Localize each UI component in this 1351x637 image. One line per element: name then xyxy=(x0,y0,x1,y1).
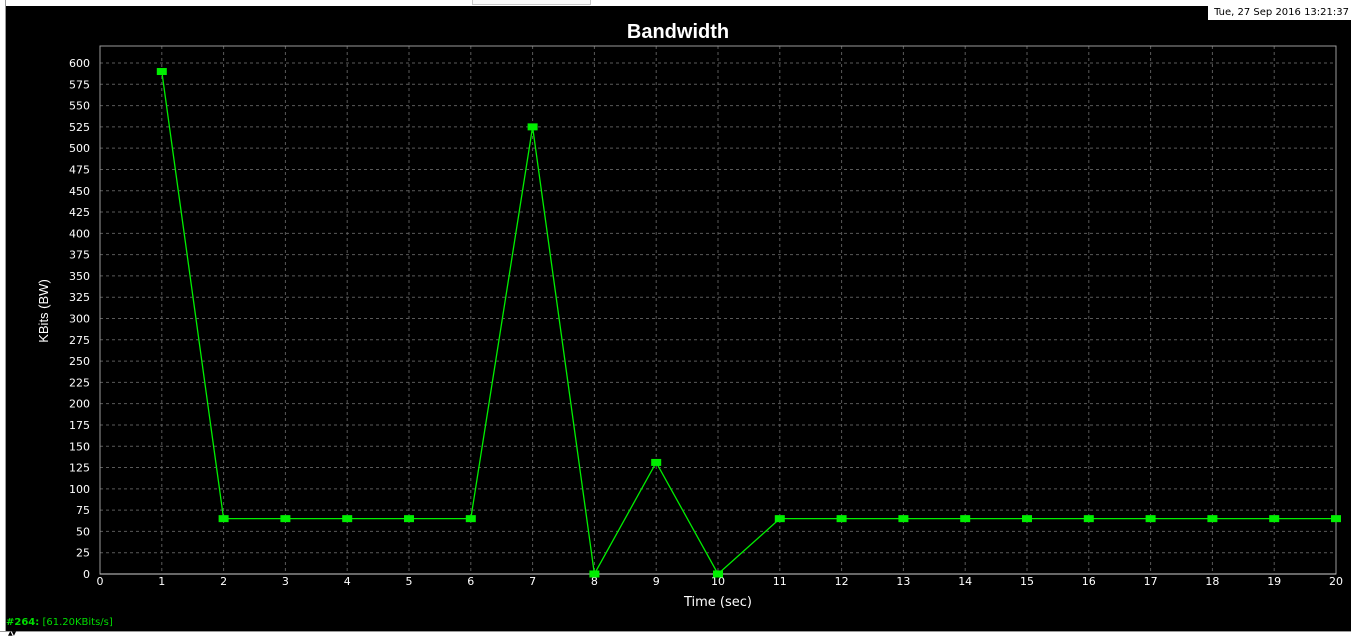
data-point xyxy=(218,515,229,523)
data-point xyxy=(1207,515,1218,523)
data-point xyxy=(713,570,723,578)
x-tick-label: 1 xyxy=(158,575,165,588)
grid xyxy=(100,46,1336,574)
data-point xyxy=(342,515,353,523)
data-point xyxy=(156,68,167,76)
y-tick-label: 325 xyxy=(69,291,90,304)
window-left-edge xyxy=(0,0,6,637)
y-tick-label: 0 xyxy=(83,568,90,581)
y-tick-label: 475 xyxy=(69,163,90,176)
y-tick-label: 175 xyxy=(69,419,90,432)
y-tick-label: 575 xyxy=(69,78,90,91)
x-tick-label: 19 xyxy=(1267,575,1281,588)
y-tick-label: 375 xyxy=(69,249,90,262)
series-bandwidth xyxy=(156,68,1341,578)
data-point xyxy=(589,570,600,578)
x-tick-label: 3 xyxy=(282,575,289,588)
y-tick-label: 350 xyxy=(69,270,90,283)
y-axis-label: KBits (BW) xyxy=(36,279,51,343)
x-tick-label: 18 xyxy=(1205,575,1219,588)
tab-handle[interactable] xyxy=(472,0,591,5)
data-point xyxy=(898,515,909,523)
x-tick-label: 0 xyxy=(97,575,104,588)
y-tick-label: 75 xyxy=(76,504,90,517)
y-tick-label: 25 xyxy=(76,547,90,560)
y-tick-label: 275 xyxy=(69,334,90,347)
data-point xyxy=(774,515,785,523)
data-point xyxy=(527,123,538,131)
y-tick-label: 500 xyxy=(69,142,90,155)
series-line xyxy=(161,71,1336,577)
y-tick-label: 250 xyxy=(69,355,90,368)
x-tick-label: 14 xyxy=(958,575,972,588)
y-tick-label: 100 xyxy=(69,483,90,496)
data-point xyxy=(465,515,476,523)
y-tick-label: 200 xyxy=(69,398,90,411)
y-tick-label: 150 xyxy=(69,440,90,453)
data-point xyxy=(1083,515,1094,523)
x-tick-label: 17 xyxy=(1144,575,1158,588)
data-point xyxy=(404,515,414,523)
y-tick-label: 525 xyxy=(69,121,90,134)
stream-rate: [61.20KBits/s] xyxy=(42,617,113,628)
x-tick-label: 11 xyxy=(773,575,787,588)
chart-title: Bandwidth xyxy=(627,21,729,43)
x-tick-label: 13 xyxy=(896,575,910,588)
data-point xyxy=(960,515,971,523)
data-point xyxy=(1331,515,1341,523)
x-tick-label: 2 xyxy=(220,575,227,588)
y-tick-label: 225 xyxy=(69,376,90,389)
bottom-strip xyxy=(0,631,1351,637)
data-point xyxy=(1145,515,1156,523)
data-point xyxy=(836,515,847,523)
y-tick-label: 450 xyxy=(69,185,90,198)
data-point xyxy=(280,515,291,523)
resize-grip-icon[interactable]: ▲▼ xyxy=(8,630,16,637)
data-point xyxy=(651,458,662,466)
y-tick-label: 50 xyxy=(76,525,90,538)
y-tick-label: 550 xyxy=(69,100,90,113)
x-tick-label: 4 xyxy=(344,575,351,588)
y-tick-label: 600 xyxy=(69,57,90,70)
y-tick-label: 300 xyxy=(69,313,90,326)
x-tick-label: 5 xyxy=(406,575,413,588)
top-strip xyxy=(0,0,1351,6)
x-axis-label: Time (sec) xyxy=(683,595,752,610)
x-tick-label: 16 xyxy=(1082,575,1096,588)
stream-id: #264: xyxy=(6,617,40,628)
y-tick-label: 400 xyxy=(69,227,90,240)
tick-labels: 0 1 2 3 4 5 6 7 8 9 10 11 12 13 14 15 16 17 18 19 2002550751… xyxy=(69,57,1343,588)
data-point xyxy=(1022,515,1032,523)
y-tick-label: 125 xyxy=(69,462,90,475)
x-tick-label: 7 xyxy=(529,575,536,588)
data-point xyxy=(1269,515,1280,523)
x-tick-label: 20 xyxy=(1329,575,1343,588)
y-tick-label: 425 xyxy=(69,206,90,219)
x-tick-label: 9 xyxy=(653,575,660,588)
x-tick-label: 6 xyxy=(467,575,474,588)
x-tick-label: 10 xyxy=(711,575,725,588)
x-tick-label: 8 xyxy=(591,575,598,588)
timestamp: Tue, 27 Sep 2016 13:21:37 xyxy=(1208,6,1351,20)
x-tick-label: 15 xyxy=(1020,575,1034,588)
status-readout: #264: [61.20KBits/s] xyxy=(6,616,113,630)
x-tick-label: 12 xyxy=(835,575,849,588)
